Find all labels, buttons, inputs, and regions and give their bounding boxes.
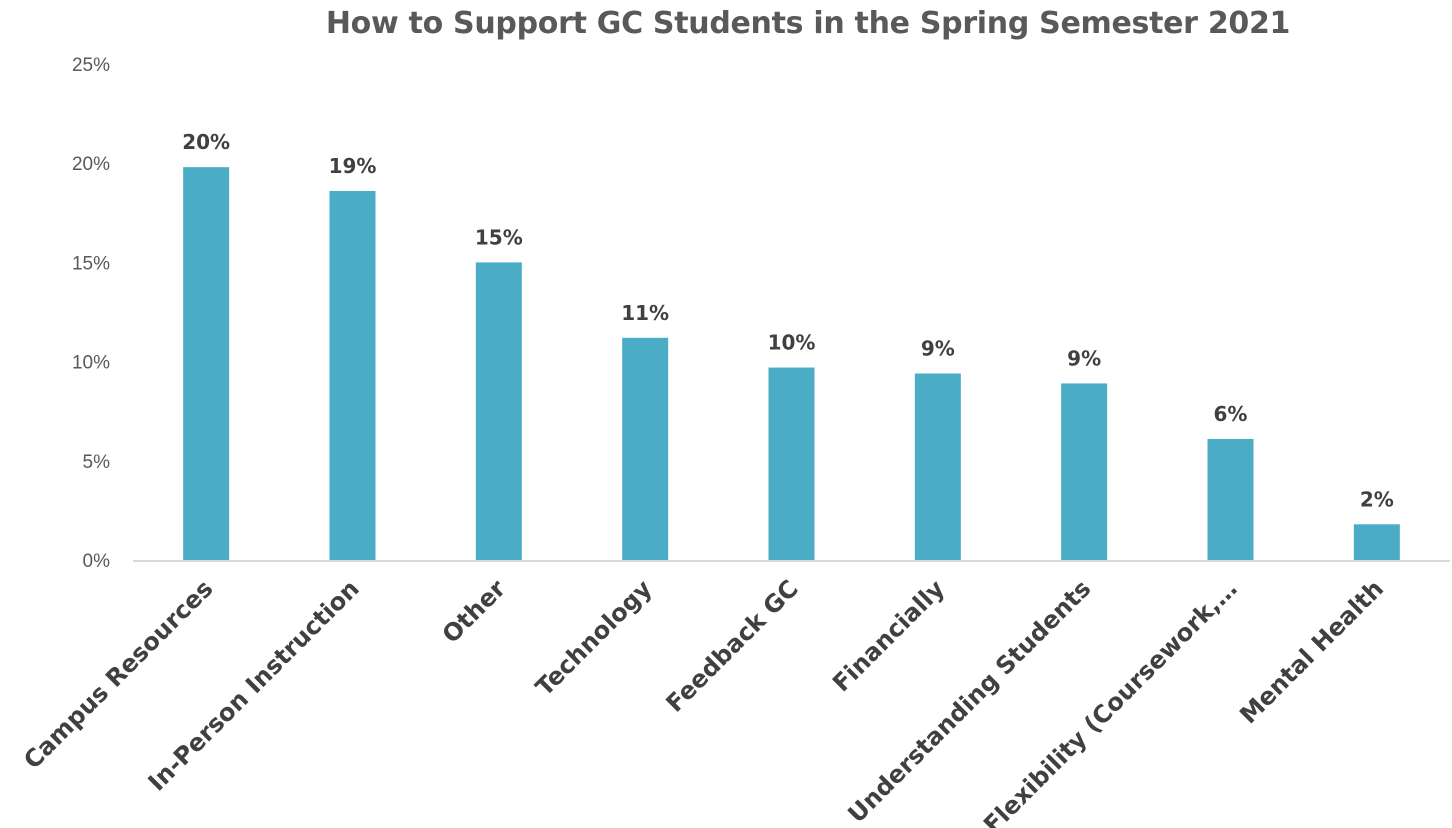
data-label: 11% [621, 301, 669, 325]
y-tick-label: 25% [72, 55, 110, 76]
chart-title: How to Support GC Students in the Spring… [325, 6, 1291, 41]
bar [914, 373, 961, 560]
bar [1207, 438, 1254, 560]
data-label: 15% [475, 225, 523, 249]
bar [475, 262, 522, 560]
y-tick-label: 5% [83, 452, 111, 473]
data-label: 19% [329, 154, 377, 178]
y-tick-label: 10% [72, 353, 110, 374]
bar [622, 337, 669, 560]
data-label: 9% [1067, 346, 1101, 370]
x-tick-label: Feedback GC [661, 574, 804, 717]
y-tick-label: 20% [72, 154, 110, 175]
bar [1061, 383, 1108, 560]
bar [1353, 524, 1400, 560]
x-tick-label: Mental Health [1234, 574, 1389, 729]
y-tick-label: 0% [83, 551, 111, 572]
bar [183, 167, 230, 560]
data-label: 2% [1360, 487, 1394, 511]
y-tick-label: 15% [72, 253, 110, 274]
data-labels: 20% 19% 15% 11% 10% 9% 9% 6% 2% [182, 130, 1394, 511]
y-axis-tick-labels: 0% 5% 10% 15% 20% 25% [72, 55, 110, 572]
x-tick-label: Other [437, 574, 511, 648]
x-tick-label: Technology [530, 574, 657, 701]
x-tick-label: Flexibility (Coursework,… [978, 574, 1243, 828]
data-label: 6% [1214, 402, 1248, 426]
bar [768, 367, 815, 560]
data-label: 10% [768, 331, 816, 355]
bar [329, 190, 376, 560]
data-label: 20% [182, 130, 230, 154]
x-tick-label: Understanding Students [843, 574, 1097, 828]
bar-series [183, 167, 1400, 560]
data-label: 9% [921, 337, 955, 361]
x-tick-label: Financially [827, 574, 950, 697]
